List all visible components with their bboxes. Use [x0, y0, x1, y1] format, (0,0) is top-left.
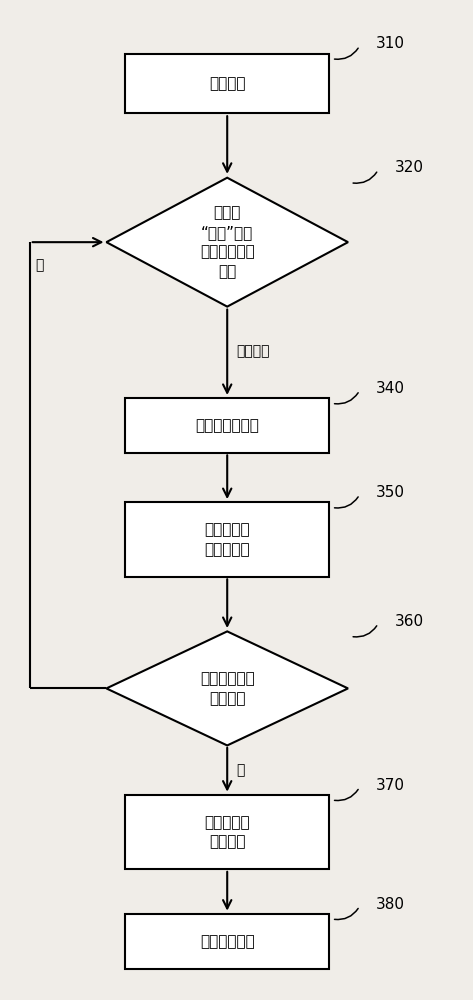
Text: 370: 370 — [376, 778, 405, 793]
Text: 传输新的容器: 传输新的容器 — [200, 934, 254, 949]
Polygon shape — [106, 178, 348, 307]
Text: 360: 360 — [394, 614, 424, 629]
Text: 将重新指派
通知接收机: 将重新指派 通知接收机 — [204, 522, 250, 557]
FancyBboxPatch shape — [125, 914, 329, 969]
Text: 舍弃、
“原样”重新
传输还是重新
编号: 舍弃、 “原样”重新 传输还是重新 编号 — [200, 205, 254, 279]
Text: 指派新的序列号: 指派新的序列号 — [195, 418, 259, 433]
Text: 对容器进行
重新排序: 对容器进行 重新排序 — [204, 815, 250, 850]
FancyBboxPatch shape — [125, 502, 329, 577]
Text: 320: 320 — [394, 160, 423, 175]
Polygon shape — [106, 631, 348, 745]
Text: 是: 是 — [236, 763, 245, 777]
Text: 380: 380 — [376, 897, 405, 912]
FancyBboxPatch shape — [125, 54, 329, 113]
Text: 重新编号: 重新编号 — [236, 344, 270, 358]
Text: 传输失败: 传输失败 — [209, 76, 245, 91]
Text: 否: 否 — [35, 258, 43, 272]
Text: 310: 310 — [376, 36, 405, 51]
Text: 从接收机接收
到确认？: 从接收机接收 到确认？ — [200, 671, 254, 706]
Text: 350: 350 — [376, 485, 405, 500]
Text: 340: 340 — [376, 381, 405, 396]
FancyBboxPatch shape — [125, 398, 329, 453]
FancyBboxPatch shape — [125, 795, 329, 869]
